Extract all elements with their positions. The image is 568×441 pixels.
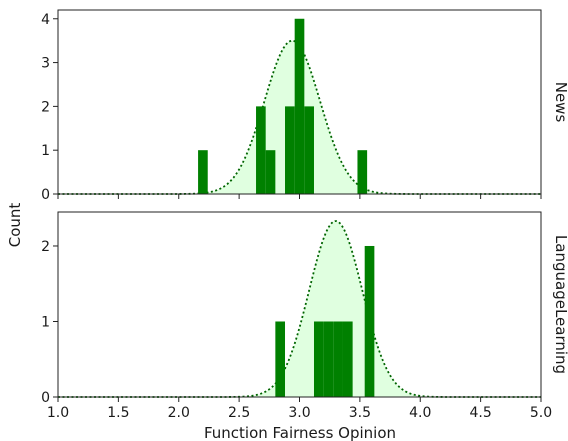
y-tick-label: 0: [41, 390, 50, 406]
x-tick-label: 1.5: [107, 405, 129, 421]
y-tick-label: 2: [41, 239, 50, 255]
bar: [265, 150, 276, 194]
y-tick-label: 1: [41, 314, 50, 330]
bar: [256, 106, 266, 194]
x-tick-label: 4.5: [469, 405, 491, 421]
x-tick-label: 3.0: [288, 405, 310, 421]
bar: [294, 18, 305, 195]
y-tick-label: 1: [41, 143, 50, 159]
panel-language-learning: 0 1 2 1.0 1.5 2.0 2.5 3.0 3.5 4.0 4.5 5.0 LanguageLe…: [41, 211, 568, 421]
bar: [285, 106, 295, 194]
bar: [364, 245, 375, 397]
bar: [333, 321, 343, 397]
y-tick-label: 0: [41, 187, 50, 203]
x-tick-label: 2.0: [168, 405, 190, 421]
x-tick-label: 1.0: [47, 405, 69, 421]
bar: [357, 150, 368, 194]
bar: [275, 321, 286, 397]
x-tick-label: 3.5: [349, 405, 371, 421]
density-area: [58, 221, 541, 397]
facet-label: News: [552, 82, 568, 123]
y-axis-label: Count: [6, 203, 24, 248]
y-tick-label: 3: [41, 56, 50, 72]
facet-label: LanguageLearning: [552, 235, 568, 374]
y-tick-label: 4: [41, 12, 50, 28]
bar: [313, 321, 324, 397]
panel-news: 0 1 2 3 4 News: [41, 9, 568, 203]
bar: [304, 106, 314, 194]
x-tick-label: 5.0: [530, 405, 552, 421]
bar: [342, 321, 353, 397]
bar: [323, 321, 334, 397]
x-tick-label: 2.5: [228, 405, 250, 421]
x-tick-label: 4.0: [409, 405, 431, 421]
y-tick-label: 2: [41, 99, 50, 115]
bar: [198, 150, 208, 194]
x-axis-label: Function Fairness Opinion: [204, 424, 396, 441]
